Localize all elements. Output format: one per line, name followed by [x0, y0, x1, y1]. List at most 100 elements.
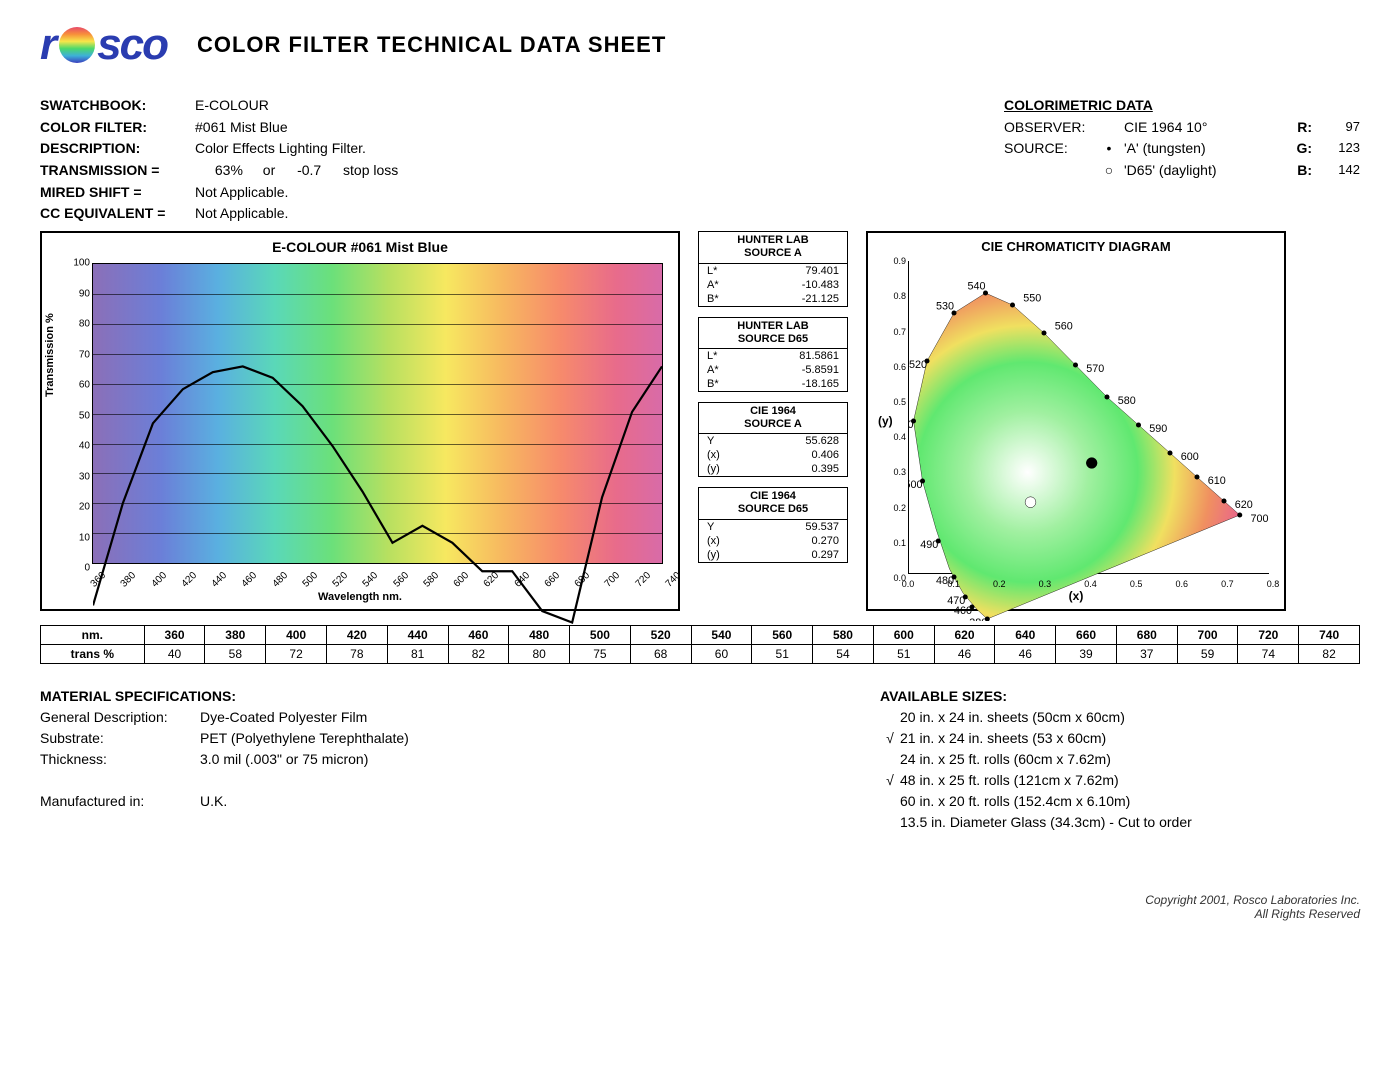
cie-xtick: 0.0	[902, 579, 915, 589]
spec-nm: 700	[1177, 626, 1238, 645]
svg-text:550: 550	[1023, 293, 1041, 305]
svg-text:570: 570	[1086, 363, 1104, 375]
copyright: Copyright 2001, Rosco Laboratories Inc. …	[40, 893, 1360, 921]
lab-table: CIE 1964SOURCE D65Y59.537(x)0.270(y)0.29…	[698, 487, 848, 562]
svg-text:510: 510	[909, 419, 914, 431]
svg-text:580: 580	[1118, 395, 1136, 407]
check-icon: √	[880, 770, 900, 791]
meta-right: COLORIMETRIC DATA OBSERVER: CIE 1964 10°…	[1004, 95, 1360, 225]
chart-ylabel: Transmission %	[44, 313, 56, 397]
cie-chromaticity-diagram: CIE CHROMATICITY DIAGRAM (y) (x) 3804604…	[866, 231, 1286, 611]
chart-ytick: 50	[79, 410, 90, 421]
bullet-d-icon: ○	[1102, 160, 1116, 182]
cie-xtick: 0.5	[1130, 579, 1143, 589]
g-value: 123	[1320, 138, 1360, 160]
spec-nm: 540	[691, 626, 752, 645]
spec-nm: 720	[1238, 626, 1299, 645]
cie-xtick: 0.7	[1221, 579, 1234, 589]
spec-trans: 74	[1238, 645, 1299, 664]
chart-title: E-COLOUR #061 Mist Blue	[42, 233, 678, 261]
cie-ylabel: (y)	[878, 414, 893, 428]
header: r sco COLOR FILTER TECHNICAL DATA SHEET	[40, 20, 1360, 70]
chart-ytick: 80	[79, 319, 90, 330]
lab-table-row: (y)0.395	[699, 462, 847, 476]
mired-label: MIRED SHIFT =	[40, 182, 195, 204]
lab-table: HUNTER LABSOURCE D65L*81.5861A*-5.8591B*…	[698, 317, 848, 392]
spec-trans: 59	[1177, 645, 1238, 664]
lab-table-row: B*-21.125	[699, 292, 847, 306]
spec-trans: 39	[1056, 645, 1117, 664]
b-value: 142	[1320, 160, 1360, 182]
svg-text:470: 470	[947, 595, 965, 607]
source-d: 'D65' (daylight)	[1124, 160, 1264, 182]
copyright-line1: Copyright 2001, Rosco Laboratories Inc.	[40, 893, 1360, 907]
trans-label: TRANSMISSION =	[40, 160, 195, 182]
available-sizes: AVAILABLE SIZES: 20 in. x 24 in. sheets …	[880, 686, 1360, 833]
svg-text:560: 560	[1055, 321, 1073, 333]
logo-r: r	[40, 20, 57, 70]
lab-table-row: (x)0.406	[699, 448, 847, 462]
cie-ytick: 0.3	[893, 467, 906, 477]
spec-nm: 640	[995, 626, 1056, 645]
lab-table-row: (x)0.270	[699, 534, 847, 548]
svg-text:500: 500	[909, 479, 923, 491]
chart-ytick: 70	[79, 349, 90, 360]
logo-disc-icon	[59, 27, 95, 63]
lab-table-row: B*-18.165	[699, 377, 847, 391]
svg-text:530: 530	[936, 301, 954, 313]
lab-table-row: A*-5.8591	[699, 363, 847, 377]
lab-table-header: HUNTER LABSOURCE A	[699, 232, 847, 263]
svg-text:600: 600	[1181, 451, 1199, 463]
trans-pct: 63%	[199, 160, 259, 182]
spec-nm: 620	[934, 626, 995, 645]
logo-sco: sco	[97, 20, 167, 70]
svg-text:700: 700	[1251, 513, 1269, 525]
spec-nm: 580	[813, 626, 874, 645]
lab-table-header: HUNTER LABSOURCE D65	[699, 318, 847, 349]
cie-xtick: 0.1	[947, 579, 960, 589]
lab-table-header: CIE 1964SOURCE D65	[699, 488, 847, 519]
cie-plot: 3804604704804905005105205305405505605705…	[908, 261, 1269, 574]
swatchbook-label: SWATCHBOOK:	[40, 95, 195, 117]
svg-text:380: 380	[969, 617, 987, 621]
cie-ytick: 0.9	[893, 256, 906, 266]
cc-value: Not Applicable.	[195, 205, 288, 221]
trans-or: or	[263, 162, 275, 178]
chart-ytick: 20	[79, 502, 90, 513]
spec-trans: 46	[995, 645, 1056, 664]
lab-table: HUNTER LABSOURCE AL*79.401A*-10.483B*-21…	[698, 231, 848, 306]
cie-horseshoe: 3804604704804905005105205305405505605705…	[909, 261, 1269, 621]
b-label: B:	[1272, 160, 1312, 182]
svg-text:610: 610	[1208, 475, 1226, 487]
colorimetric-title: COLORIMETRIC DATA	[1004, 95, 1360, 117]
chart-ytick: 0	[84, 563, 90, 574]
chart-ytick: 60	[79, 380, 90, 391]
spec-trans: 82	[1299, 645, 1360, 664]
source-a: 'A' (tungsten)	[1124, 138, 1264, 160]
spec-nm: 660	[1056, 626, 1117, 645]
swatchbook-value: E-COLOUR	[195, 97, 269, 113]
bullet-a-icon: •	[1102, 138, 1116, 160]
g-label: G:	[1272, 138, 1312, 160]
cie-xtick: 0.6	[1175, 579, 1188, 589]
filter-label: COLOR FILTER:	[40, 117, 195, 139]
svg-text:540: 540	[968, 281, 986, 293]
lab-tables: HUNTER LABSOURCE AL*79.401A*-10.483B*-21…	[698, 231, 848, 563]
transmission-chart: E-COLOUR #061 Mist Blue Transmission % W…	[40, 231, 680, 611]
lab-table-row: L*81.5861	[699, 349, 847, 363]
check-icon: √	[880, 728, 900, 749]
spec-trans: 51	[752, 645, 813, 664]
chart-plot	[92, 263, 663, 564]
lab-table-row: (y)0.297	[699, 548, 847, 562]
spec-trans: 60	[691, 645, 752, 664]
svg-text:520: 520	[909, 359, 927, 371]
trans-stop-label: stop loss	[343, 162, 398, 178]
trans-stop: -0.7	[279, 160, 339, 182]
cie-ytick: 0.2	[893, 503, 906, 513]
lab-table-header: CIE 1964SOURCE A	[699, 403, 847, 434]
size-row: √48 in. x 25 ft. rolls (121cm x 7.62m)	[880, 770, 1360, 791]
source-label: SOURCE:	[1004, 138, 1094, 160]
svg-text:490: 490	[920, 539, 938, 551]
sizes-title: AVAILABLE SIZES:	[880, 686, 1360, 707]
r-value: 97	[1320, 117, 1360, 139]
